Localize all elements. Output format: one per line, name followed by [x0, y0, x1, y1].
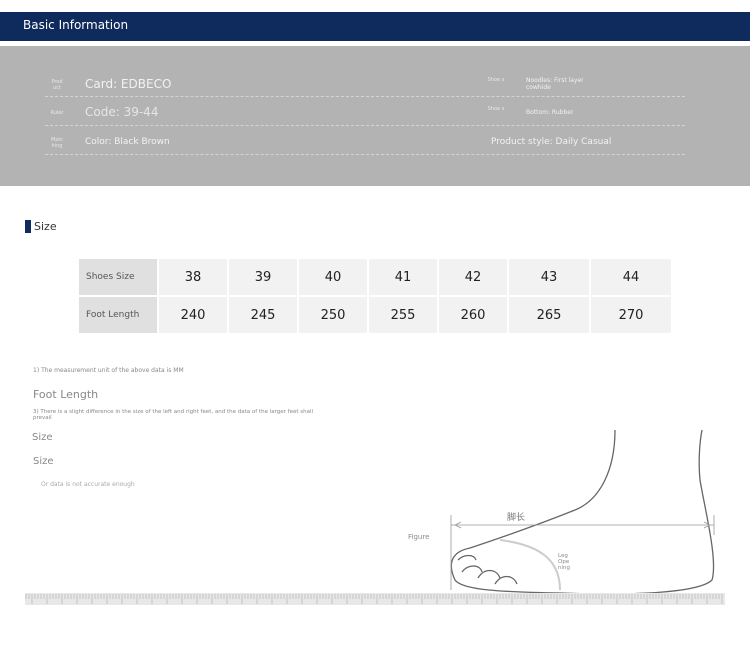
length-cell: 270 [589, 295, 673, 335]
info-label: Shoe s [487, 77, 505, 83]
length-cell: 245 [227, 295, 299, 335]
info-label: Matc hing [50, 137, 64, 149]
note-text: 1) The measurement unit of the above dat… [33, 367, 184, 374]
basic-info-panel: Prod uct Card: EDBECO Shoe s Noodles: Fi… [0, 46, 750, 186]
info-row: Prod uct Card: EDBECO Shoe s Noodles: Fi… [45, 69, 685, 97]
length-cell: 240 [157, 295, 229, 335]
note-heading: Size [33, 456, 54, 467]
info-row: Ruler Code: 39-44 Shoe s Bottom: Rubber [45, 98, 685, 126]
size-cell: 41 [367, 257, 439, 297]
size-cell: 40 [297, 257, 369, 297]
size-cell: 39 [227, 257, 299, 297]
foot-outline-icon [450, 429, 715, 595]
measurement-lines [450, 515, 715, 591]
size-table: Shoes Size 38 39 40 41 42 43 44 Foot Len… [77, 257, 673, 335]
table-row: Foot Length 240 245 250 255 260 265 270 [77, 295, 673, 335]
info-label: Ruler [50, 110, 64, 116]
length-cell: 250 [297, 295, 369, 335]
heading-marker [25, 220, 31, 233]
length-cell: 255 [367, 295, 439, 335]
size-cell: 38 [157, 257, 229, 297]
note-text: Or data is not accurate enough [41, 481, 135, 488]
info-value: Bottom: Rubber [526, 109, 574, 116]
row-header: Shoes Size [77, 257, 159, 297]
note-text: 3) There is a slight difference in the s… [33, 409, 314, 421]
section-header: Basic Information [0, 12, 750, 41]
section-title: Basic Information [23, 18, 129, 32]
info-value: Noodles: First layer cowhide [526, 77, 584, 91]
ruler-icon [25, 593, 725, 605]
note-heading: Foot Length [33, 388, 99, 401]
size-cell: 44 [589, 257, 673, 297]
leg-opening-label: Leg Ope ning [558, 553, 570, 571]
length-cell: 260 [437, 295, 509, 335]
info-value: Code: 39-44 [85, 105, 159, 119]
length-cell: 265 [507, 295, 591, 335]
row-header: Foot Length [77, 295, 159, 335]
size-cell: 43 [507, 257, 591, 297]
info-label: Shoe s [487, 106, 505, 112]
size-cell: 42 [437, 257, 509, 297]
info-value: Card: EDBECO [85, 77, 172, 91]
info-value: Product style: Daily Casual [491, 137, 612, 147]
table-row: Shoes Size 38 39 40 41 42 43 44 [77, 257, 673, 297]
info-value: Color: Black Brown [85, 137, 170, 147]
foot-length-label: 脚长 [507, 513, 526, 523]
info-label: Prod uct [51, 79, 63, 91]
size-heading: Size [25, 220, 57, 233]
note-heading: Size [32, 432, 53, 443]
info-row: Matc hing Color: Black Brown Product sty… [45, 127, 685, 155]
figure-caption: Figure [408, 533, 430, 541]
